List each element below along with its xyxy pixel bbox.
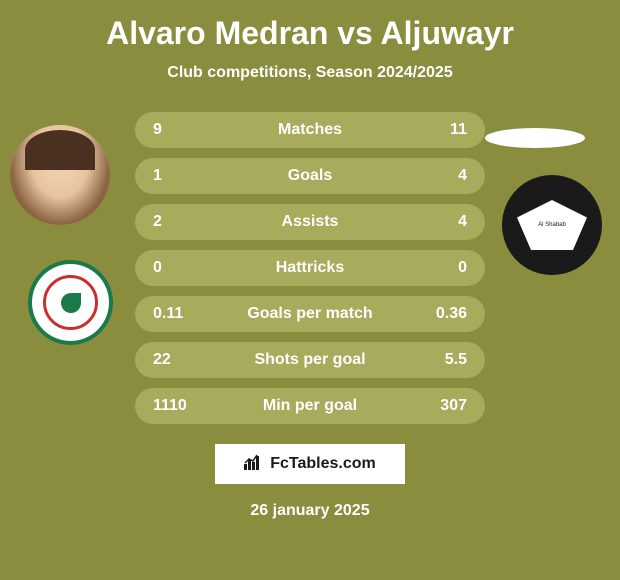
stat-label: Hattricks [213, 259, 407, 277]
stat-value-left: 9 [153, 121, 213, 139]
stat-label: Min per goal [213, 397, 407, 415]
stat-row: 1110 Min per goal 307 [135, 388, 485, 424]
club-logo-right-text: Al Shabab [538, 222, 566, 228]
club-logo-right: Al Shabab [502, 175, 602, 275]
stat-row: 0.11 Goals per match 0.36 [135, 296, 485, 332]
stat-value-right: 4 [407, 213, 467, 231]
stat-row: 9 Matches 11 [135, 112, 485, 148]
stat-row: 1 Goals 4 [135, 158, 485, 194]
stat-row: 22 Shots per goal 5.5 [135, 342, 485, 378]
stat-value-right: 0.36 [407, 305, 467, 323]
stat-value-right: 11 [407, 121, 467, 139]
stat-label: Assists [213, 213, 407, 231]
stat-value-right: 307 [407, 397, 467, 415]
stat-value-left: 1 [153, 167, 213, 185]
player-face-placeholder [10, 125, 110, 225]
stat-value-left: 0.11 [153, 305, 213, 323]
stat-label: Goals [213, 167, 407, 185]
stat-label: Matches [213, 121, 407, 139]
stat-value-left: 1110 [153, 397, 213, 415]
stat-label: Goals per match [213, 305, 407, 323]
page-title: Alvaro Medran vs Aljuwayr [0, 0, 620, 52]
club-logo-left [28, 260, 113, 345]
stat-row: 0 Hattricks 0 [135, 250, 485, 286]
stat-value-left: 2 [153, 213, 213, 231]
club-logo-right-inner: Al Shabab [517, 200, 587, 250]
footer-logo: FcTables.com [215, 444, 405, 484]
footer-date: 26 january 2025 [0, 502, 620, 520]
club-logo-left-inner [43, 275, 98, 330]
stats-container: 9 Matches 11 1 Goals 4 2 Assists 4 0 Hat… [135, 112, 485, 424]
stat-value-right: 5.5 [407, 351, 467, 369]
stat-value-right: 0 [407, 259, 467, 277]
stat-row: 2 Assists 4 [135, 204, 485, 240]
player-photo-left [10, 125, 110, 225]
footer-logo-text: FcTables.com [270, 455, 376, 473]
chart-icon [244, 454, 264, 475]
stat-value-left: 22 [153, 351, 213, 369]
page-subtitle: Club competitions, Season 2024/2025 [0, 64, 620, 82]
stat-label: Shots per goal [213, 351, 407, 369]
player-photo-right-placeholder [485, 128, 585, 148]
stat-value-right: 4 [407, 167, 467, 185]
stat-value-left: 0 [153, 259, 213, 277]
